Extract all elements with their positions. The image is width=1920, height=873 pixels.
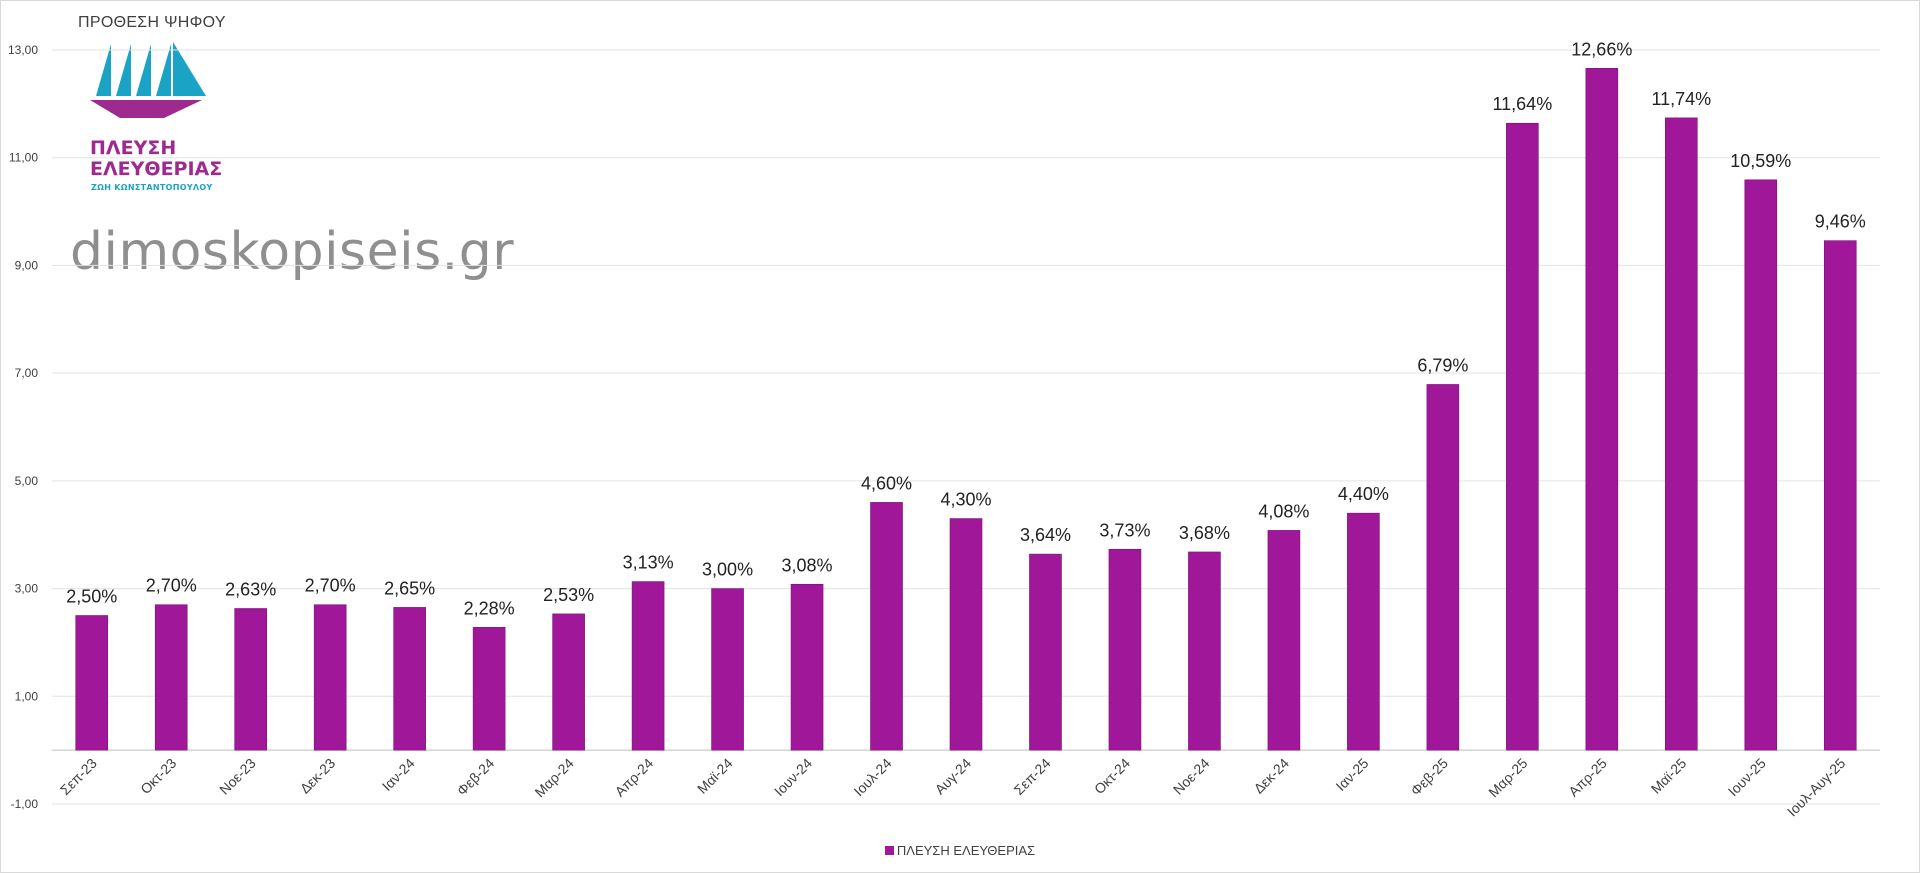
- bar: [631, 581, 665, 751]
- x-tick-label: Ιουν-25: [1725, 755, 1769, 799]
- x-tick-label: Μαρ-24: [531, 755, 576, 800]
- bar: [234, 608, 267, 751]
- y-tick-label: 7,00: [15, 366, 39, 380]
- y-tick-label: 1,00: [15, 689, 39, 703]
- bars: [75, 68, 1857, 751]
- logo-line-1: ΠΛΕΥΣΗ: [90, 137, 177, 159]
- bar-value-label: 4,08%: [1258, 501, 1309, 521]
- bar-value-label: 3,08%: [782, 555, 833, 575]
- bar-value-label: 3,64%: [1020, 525, 1071, 545]
- x-tick-label: Απρ-24: [612, 755, 657, 800]
- bar: [1347, 512, 1380, 751]
- bar: [1506, 122, 1539, 751]
- bar-value-label: 12,66%: [1571, 39, 1632, 59]
- bar-value-label: 3,13%: [623, 553, 674, 573]
- x-tick-label: Μαϊ-24: [694, 755, 736, 797]
- bar: [949, 518, 983, 751]
- x-tick-label: Σεπ-24: [1011, 755, 1054, 798]
- x-tick-label: Νοε-24: [1170, 755, 1213, 798]
- bar-value-label: 3,00%: [702, 560, 753, 580]
- bar-value-label: 6,79%: [1417, 355, 1468, 375]
- x-tick-label: Ιουλ-Αυγ-25: [1784, 755, 1849, 820]
- bar: [1426, 384, 1460, 751]
- bar-value-label: 2,28%: [464, 598, 515, 618]
- bar: [1823, 240, 1857, 751]
- legend-swatch: [884, 846, 894, 855]
- bar-value-label: 2,53%: [543, 585, 594, 605]
- logo-line-2: ΕΛΕΥΘΕΡΙΑΣ: [90, 158, 223, 180]
- x-tick-label: Οκτ-24: [1091, 755, 1133, 797]
- y-tick-label: 3,00: [15, 582, 39, 596]
- bar: [1108, 548, 1142, 751]
- y-tick-label: 5,00: [15, 474, 39, 488]
- logo-text: ΠΛΕΥΣΗ ΕΛΕΥΘΕΡΙΑΣ: [90, 138, 222, 180]
- bar-value-label: 2,50%: [66, 587, 117, 607]
- x-tick-label: Αυγ-24: [932, 755, 975, 798]
- bar-value-label: 3,73%: [1099, 520, 1150, 540]
- x-tick-label: Ιουν-24: [771, 755, 815, 799]
- x-tick-label: Μαρ-25: [1485, 755, 1530, 800]
- x-tick-label: Οκτ-23: [137, 755, 179, 797]
- bar: [154, 604, 188, 751]
- bar-value-label: 2,70%: [305, 576, 356, 596]
- bar-value-label: 3,68%: [1179, 523, 1230, 543]
- x-tick-label: Σεπ-23: [57, 755, 100, 798]
- logo-subtitle: ΖΩΗ ΚΩΝΣΤΑΝΤΟΠΟΥΛΟΥ: [91, 183, 213, 192]
- bar: [1585, 68, 1619, 751]
- x-tick-label: Ιουλ-24: [850, 755, 894, 799]
- bar: [790, 583, 824, 751]
- party-logo-icon: [90, 42, 206, 118]
- bar: [552, 613, 585, 751]
- bar: [1665, 117, 1698, 751]
- chart-title: ΠΡΟΘΕΣΗ ΨΗΦΟΥ: [78, 14, 226, 31]
- watermark: dimoskopiseis.gr: [70, 222, 515, 282]
- bar: [75, 615, 109, 751]
- bar-value-label: 10,59%: [1730, 151, 1791, 171]
- x-axis-ticks: Σεπ-23 Οκτ-23 Νοε-23 Δεκ-23 Ιαν-24 Φεβ-24 Μαρ-…: [57, 755, 1849, 820]
- bar-value-label: 2,65%: [384, 578, 435, 598]
- x-tick-label: Ιαν-25: [1332, 755, 1371, 794]
- x-tick-label: Ιαν-24: [379, 755, 418, 794]
- bar-value-label: 11,64%: [1492, 94, 1552, 114]
- bar: [711, 588, 744, 751]
- bar-value-label: 4,40%: [1338, 484, 1389, 504]
- bar-value-label: 4,60%: [861, 473, 912, 493]
- x-tick-label: Φεβ-24: [454, 755, 498, 799]
- x-tick-label: Δεκ-24: [1250, 755, 1292, 797]
- bar: [393, 607, 426, 751]
- x-tick-label: Δεκ-23: [297, 755, 339, 797]
- y-axis-ticks: -1,00 1,00 3,00 5,00 7,00 9,00 11,00 13,00: [8, 43, 38, 811]
- bar: [1029, 553, 1062, 751]
- bar-value-label: 2,63%: [225, 579, 276, 599]
- legend: ΠΛΕΥΣΗ ΕΛΕΥΘΕΡΙΑΣ: [0, 843, 1920, 858]
- bar: [870, 502, 903, 751]
- bar: [472, 627, 506, 751]
- y-tick-label: -1,00: [11, 797, 39, 811]
- bar-labels: 2,50% 2,70% 2,63% 2,70% 2,65% 2,28% 2,53% 3,13%…: [66, 39, 1866, 618]
- x-tick-label: Μαϊ-25: [1648, 755, 1690, 797]
- bar-value-label: 4,30%: [940, 490, 991, 510]
- y-tick-label: 13,00: [8, 43, 38, 57]
- bar: [1188, 551, 1221, 751]
- bar: [1267, 530, 1301, 751]
- bar-value-label: 11,74%: [1651, 89, 1711, 109]
- legend-label: ΠΛΕΥΣΗ ΕΛΕΥΘΕΡΙΑΣ: [896, 843, 1036, 858]
- y-tick-label: 11,00: [9, 151, 38, 165]
- x-tick-label: Φεβ-25: [1407, 755, 1451, 799]
- bar: [313, 604, 347, 751]
- x-tick-label: Απρ-25: [1565, 755, 1610, 800]
- bar-value-label: 9,46%: [1815, 212, 1866, 232]
- x-tick-label: Νοε-23: [216, 755, 259, 798]
- y-tick-label: 9,00: [15, 258, 39, 272]
- bar: [1744, 179, 1778, 751]
- bar-value-label: 2,70%: [146, 576, 197, 596]
